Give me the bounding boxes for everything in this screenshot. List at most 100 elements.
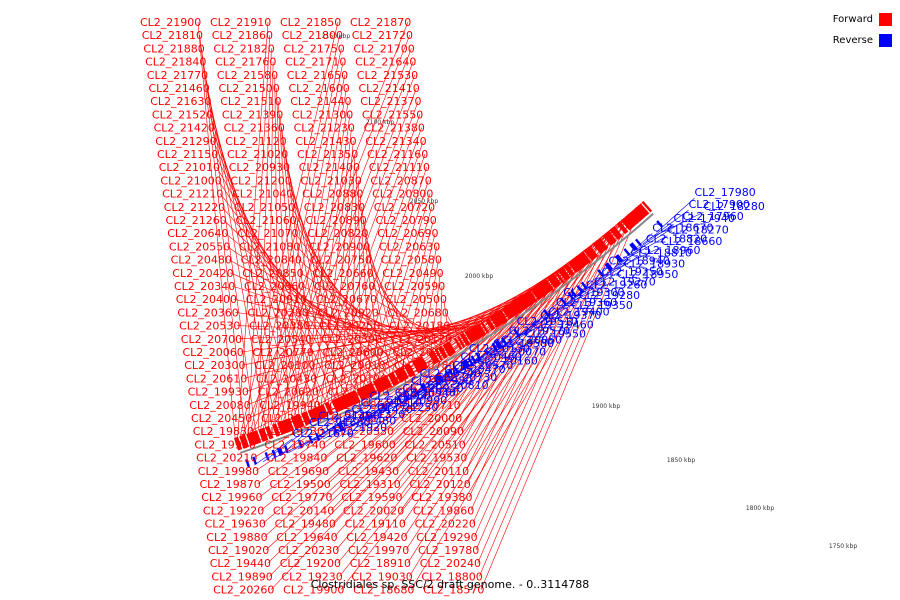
forward-gene-label: CL2_18570 bbox=[423, 584, 484, 597]
forward-gene-label: CL2_20820 bbox=[307, 227, 368, 240]
forward-leader-line bbox=[361, 206, 381, 379]
forward-leader-line bbox=[401, 233, 436, 368]
forward-gene bbox=[472, 326, 482, 339]
forward-gene bbox=[630, 210, 641, 223]
reverse-gene bbox=[460, 360, 467, 370]
reverse-leader-line bbox=[532, 300, 580, 328]
reverse-gene-label: CL2_18270 bbox=[667, 224, 728, 237]
forward-gene bbox=[503, 306, 513, 319]
reverse-gene bbox=[623, 248, 631, 256]
forward-gene-label: CL2_21010 bbox=[159, 161, 220, 174]
forward-gene bbox=[253, 430, 260, 444]
forward-gene-label: CL2_19950 bbox=[194, 438, 255, 451]
forward-gene-label: CL2_19110 bbox=[345, 518, 406, 531]
reverse-gene bbox=[436, 374, 443, 383]
forward-gene bbox=[491, 314, 501, 327]
forward-leader-line bbox=[248, 293, 526, 419]
forward-gene bbox=[570, 259, 581, 271]
forward-leader-line bbox=[470, 243, 594, 511]
reverse-gene-label: CL2_17960 bbox=[682, 210, 743, 223]
reverse-gene-label: CL2_20070 bbox=[485, 346, 546, 359]
scale-tick-label: 1750 kbp bbox=[829, 543, 857, 550]
forward-gene bbox=[343, 394, 351, 408]
forward-gene-label: CL2_19730 bbox=[263, 425, 324, 438]
forward-gene-label: CL2_19440 bbox=[210, 557, 271, 570]
forward-gene bbox=[261, 427, 269, 441]
forward-leader-line bbox=[313, 114, 421, 409]
forward-gene bbox=[536, 283, 547, 297]
forward-gene bbox=[314, 406, 322, 420]
forward-gene-label: CL2_20620 bbox=[258, 386, 319, 399]
forward-gene-label: CL2_19600 bbox=[334, 438, 395, 451]
forward-gene-label: CL2_21080 bbox=[239, 240, 300, 253]
forward-gene-label: CL2_20010 bbox=[324, 359, 385, 372]
forward-gene bbox=[416, 358, 426, 371]
forward-gene bbox=[358, 387, 366, 401]
reverse-gene bbox=[252, 456, 258, 465]
reverse-gene-label: CL2_18940 bbox=[608, 255, 669, 268]
forward-gene bbox=[259, 428, 267, 442]
forward-gene bbox=[554, 271, 565, 284]
forward-leader-line bbox=[288, 180, 359, 389]
forward-gene bbox=[480, 321, 490, 334]
reverse-gene-label: CL2_19570 bbox=[509, 324, 570, 337]
reverse-gene bbox=[629, 243, 637, 252]
gene-track bbox=[233, 201, 664, 468]
forward-gene bbox=[593, 241, 604, 253]
forward-gene-label: CL2_21820 bbox=[213, 42, 274, 55]
reverse-gene-label: CL2_20810 bbox=[427, 379, 488, 392]
forward-leader-line bbox=[300, 272, 427, 355]
forward-gene bbox=[595, 240, 606, 252]
legend-forward-label: Forward bbox=[832, 14, 873, 25]
reverse-gene bbox=[616, 254, 624, 262]
forward-leader-line bbox=[430, 272, 441, 352]
forward-gene bbox=[636, 205, 647, 218]
forward-gene bbox=[413, 359, 422, 373]
map-caption: Clostridiales sp. SSC/2 draft genome. - … bbox=[310, 578, 590, 591]
forward-gene bbox=[336, 397, 344, 411]
forward-leader-line bbox=[392, 219, 434, 373]
forward-leader-line bbox=[332, 240, 598, 524]
forward-gene-label: CL2_20320 bbox=[261, 412, 322, 425]
forward-gene bbox=[565, 263, 575, 276]
reverse-gene-label: CL2_21480 bbox=[335, 414, 396, 427]
forward-gene-label: CL2_18910 bbox=[350, 557, 411, 570]
forward-gene-label: CL2_20290 bbox=[398, 386, 459, 399]
forward-gene-label: CL2_21460 bbox=[149, 82, 210, 95]
reverse-gene bbox=[614, 255, 622, 263]
forward-leader-line bbox=[216, 167, 347, 395]
forward-leader-line bbox=[252, 35, 410, 432]
forward-gene bbox=[285, 418, 293, 432]
forward-gene-label: CL2_19850 bbox=[329, 399, 390, 412]
forward-gene bbox=[484, 318, 494, 331]
scale-ticks: 2150 kbp 2100 kbp 2050 kbp 2000 kbp 1950 kbp… bbox=[322, 33, 857, 550]
forward-gene bbox=[551, 273, 562, 286]
forward-gene bbox=[420, 356, 429, 369]
forward-gene-label: CL2_20060 bbox=[183, 346, 244, 359]
forward-gene bbox=[469, 328, 479, 341]
forward-gene bbox=[294, 415, 302, 429]
forward-gene bbox=[349, 391, 358, 405]
forward-gene bbox=[290, 416, 298, 430]
forward-leader-line bbox=[213, 140, 327, 404]
forward-gene-label: CL2_20750 bbox=[311, 254, 372, 267]
forward-gene bbox=[394, 369, 403, 383]
forward-gene bbox=[524, 292, 535, 305]
forward-gene-label: CL2_20210 bbox=[196, 452, 257, 465]
reverse-leader-line bbox=[517, 310, 572, 338]
forward-leader-line bbox=[366, 246, 410, 364]
forward-gene bbox=[459, 333, 469, 347]
forward-gene bbox=[627, 213, 639, 225]
forward-gene bbox=[494, 312, 504, 325]
forward-gene bbox=[384, 374, 393, 388]
forward-gene-label: CL2_19220 bbox=[203, 504, 264, 517]
forward-gene bbox=[442, 343, 452, 357]
reverse-gene-label: CL2_18960 bbox=[639, 244, 700, 257]
forward-gene bbox=[489, 315, 499, 328]
forward-leader-line bbox=[279, 114, 309, 411]
forward-gene-label: CL2_21910 bbox=[210, 16, 271, 29]
forward-leader-line bbox=[239, 21, 339, 437]
forward-gene-label: CL2_21530 bbox=[357, 69, 418, 82]
forward-gene-label: CL2_21300 bbox=[292, 108, 353, 121]
forward-gene bbox=[596, 238, 607, 251]
